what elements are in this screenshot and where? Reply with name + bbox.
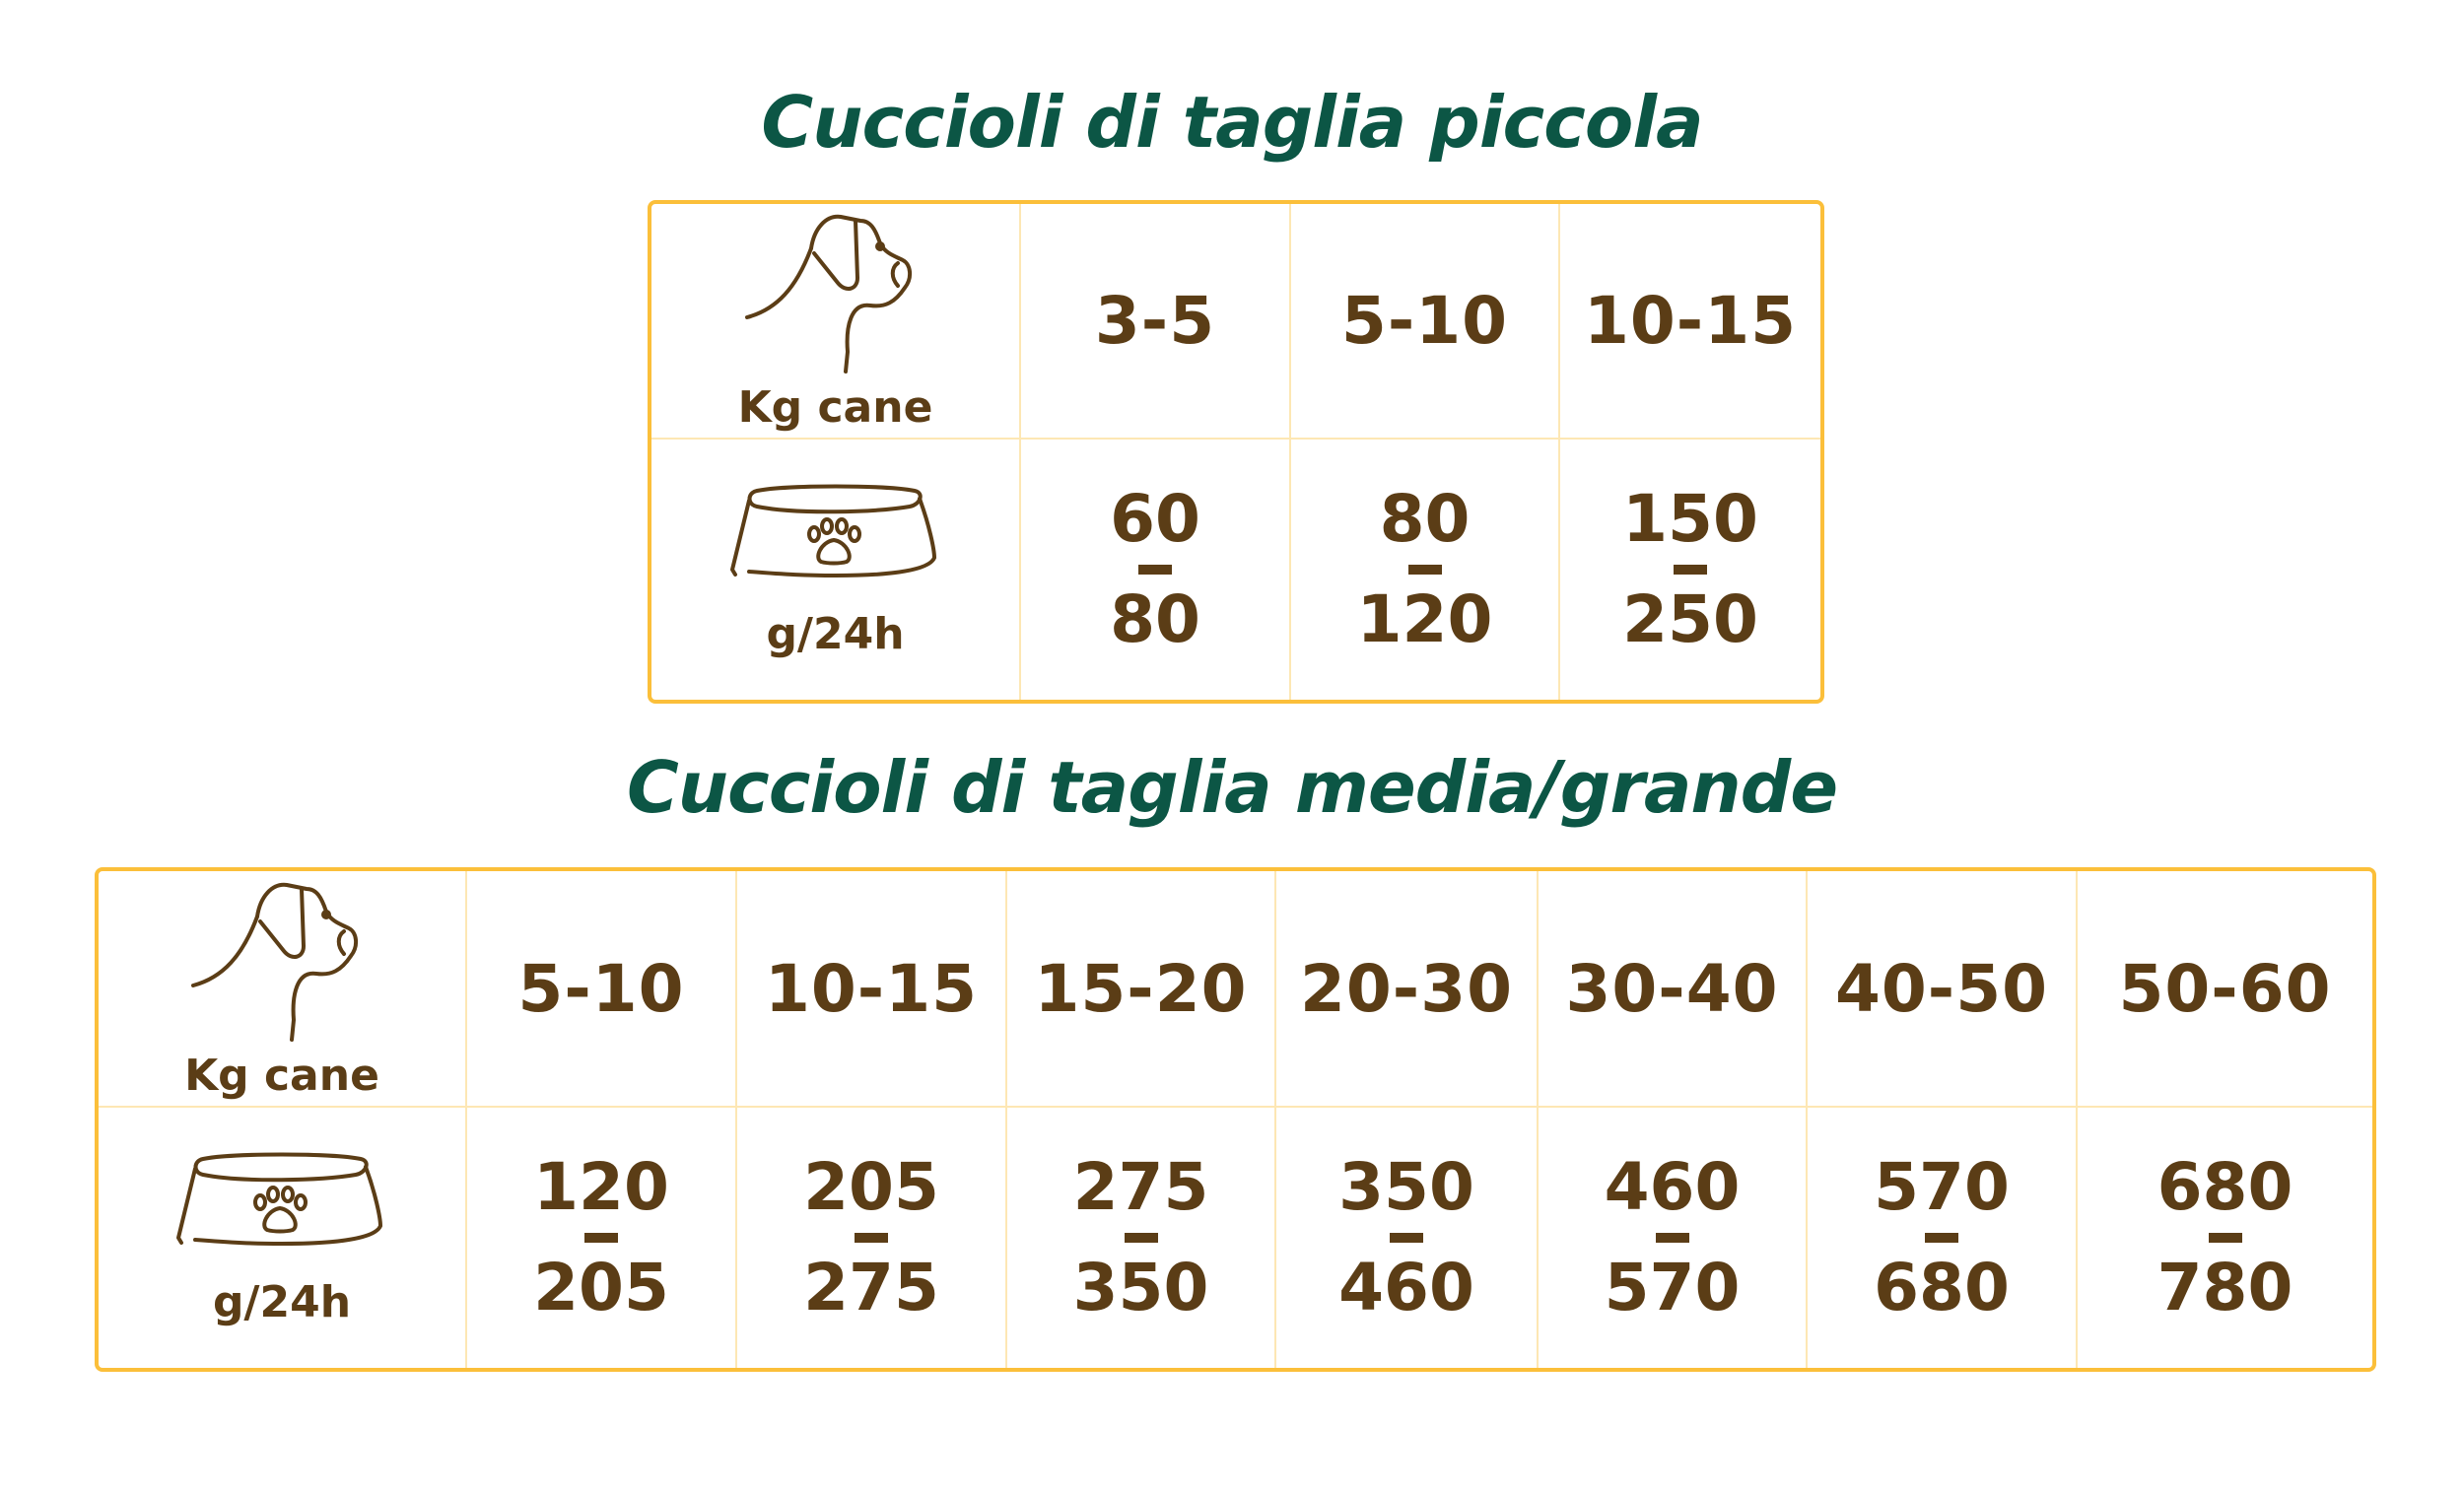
portion-max: 205 bbox=[533, 1250, 669, 1325]
weight-header-cell: Kg cane bbox=[99, 871, 467, 1108]
weight-range: 40-50 bbox=[1834, 950, 2049, 1027]
portion-min: 205 bbox=[803, 1149, 939, 1225]
range-dash bbox=[584, 1233, 618, 1243]
portion-range-cell: 680 780 bbox=[2078, 1108, 2372, 1368]
portion-max: 120 bbox=[1356, 581, 1493, 657]
range-dash bbox=[1655, 1233, 1689, 1243]
portion-min: 80 bbox=[1379, 481, 1471, 557]
range-dash bbox=[2208, 1233, 2242, 1243]
weight-range: 10-15 bbox=[1583, 283, 1798, 359]
portion-max: 780 bbox=[2156, 1250, 2293, 1325]
weight-label: Kg cane bbox=[184, 1050, 379, 1101]
dog-bowl-icon bbox=[729, 484, 936, 577]
portion-min: 570 bbox=[1874, 1149, 2010, 1225]
weight-range-cell: 10-15 bbox=[1560, 204, 1820, 440]
range-dash bbox=[1674, 565, 1707, 575]
portion-range-cell: 460 570 bbox=[1539, 1108, 1808, 1368]
weight-range-cell: 5-10 bbox=[1291, 204, 1560, 440]
portion-min: 680 bbox=[2156, 1149, 2293, 1225]
portion-min: 275 bbox=[1072, 1149, 1209, 1225]
portion-range-cell: 350 460 bbox=[1276, 1108, 1539, 1368]
portion-max: 250 bbox=[1622, 581, 1758, 657]
weight-range: 20-30 bbox=[1299, 950, 1514, 1027]
title-medium-large-puppies: Cuccioli di taglia media/grande bbox=[626, 746, 1838, 829]
portion-max: 80 bbox=[1110, 581, 1200, 657]
range-dash bbox=[855, 1233, 888, 1243]
portion-min: 120 bbox=[533, 1149, 669, 1225]
dog-bowl-icon bbox=[176, 1152, 382, 1246]
portion-max: 275 bbox=[803, 1250, 939, 1325]
portion-max: 460 bbox=[1338, 1250, 1474, 1325]
dog-head-icon bbox=[744, 214, 912, 374]
weight-range-cell: 20-30 bbox=[1276, 871, 1539, 1108]
portion-min: 460 bbox=[1604, 1149, 1741, 1225]
portion-max: 350 bbox=[1072, 1250, 1209, 1325]
table-medium-large-puppies: Kg cane 5-10 10-15 15-20 20-30 30-40 40-50 50-6… bbox=[95, 867, 2376, 1372]
weight-range: 50-60 bbox=[2118, 950, 2332, 1027]
range-dash bbox=[1138, 565, 1172, 575]
weight-range: 15-20 bbox=[1034, 950, 1248, 1027]
portion-max: 570 bbox=[1604, 1250, 1741, 1325]
portion-range-cell: 275 350 bbox=[1007, 1108, 1276, 1368]
dog-head-icon bbox=[191, 882, 358, 1042]
range-dash bbox=[1407, 565, 1442, 575]
weight-range-cell: 50-60 bbox=[2078, 871, 2372, 1108]
weight-range: 3-5 bbox=[1094, 283, 1216, 359]
portion-header-cell: g/24h bbox=[99, 1108, 467, 1368]
portion-header-cell: g/24h bbox=[651, 440, 1021, 700]
weight-range-cell: 40-50 bbox=[1808, 871, 2078, 1108]
portion-range-cell: 80 120 bbox=[1291, 440, 1560, 700]
weight-label: Kg cane bbox=[737, 382, 933, 433]
table-small-puppies: Kg cane 3-5 5-10 10-15 g/24h 60 80 80 120 150 250 bbox=[648, 200, 1824, 704]
portion-label: g/24h bbox=[766, 608, 905, 659]
range-dash bbox=[1925, 1233, 1958, 1243]
weight-range-cell: 10-15 bbox=[737, 871, 1007, 1108]
weight-range-cell: 5-10 bbox=[467, 871, 737, 1108]
portion-range-cell: 60 80 bbox=[1021, 440, 1291, 700]
weight-range-cell: 3-5 bbox=[1021, 204, 1291, 440]
portion-range-cell: 205 275 bbox=[737, 1108, 1007, 1368]
portion-range-cell: 570 680 bbox=[1808, 1108, 2078, 1368]
title-small-puppies: Cuccioli di taglia piccola bbox=[761, 81, 1703, 164]
portion-label: g/24h bbox=[212, 1276, 352, 1327]
portion-range-cell: 120 205 bbox=[467, 1108, 737, 1368]
weight-header-cell: Kg cane bbox=[651, 204, 1021, 440]
range-dash bbox=[1124, 1233, 1158, 1243]
weight-range: 5-10 bbox=[1340, 283, 1509, 359]
portion-min: 150 bbox=[1622, 481, 1758, 557]
weight-range: 10-15 bbox=[764, 950, 979, 1027]
portion-min: 350 bbox=[1338, 1149, 1474, 1225]
portion-min: 60 bbox=[1110, 481, 1200, 557]
range-dash bbox=[1390, 1233, 1423, 1243]
portion-max: 680 bbox=[1874, 1250, 2010, 1325]
weight-range-cell: 15-20 bbox=[1007, 871, 1276, 1108]
weight-range: 5-10 bbox=[517, 950, 685, 1027]
weight-range: 30-40 bbox=[1565, 950, 1779, 1027]
portion-range-cell: 150 250 bbox=[1560, 440, 1820, 700]
weight-range-cell: 30-40 bbox=[1539, 871, 1808, 1108]
